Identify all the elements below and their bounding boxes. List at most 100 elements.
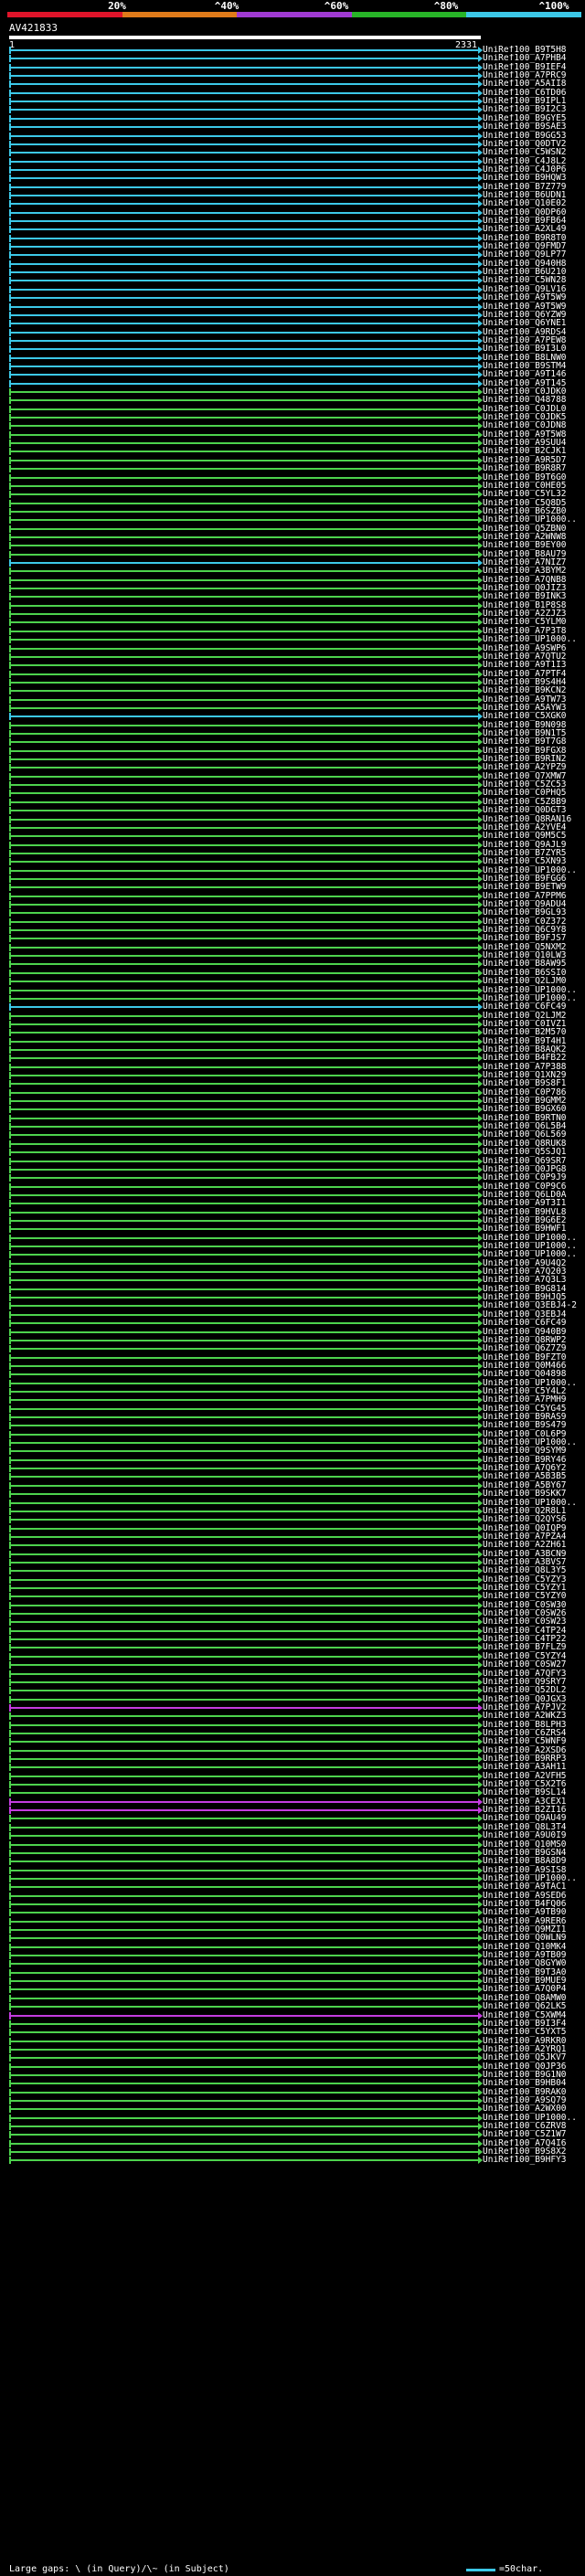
hit-label[interactable]: UniRef100_B9RIN2 [483, 755, 567, 765]
hit-row[interactable] [9, 294, 483, 303]
hit-row[interactable] [9, 601, 483, 611]
hit-row[interactable] [9, 1216, 483, 1226]
hit-label[interactable]: UniRef100_C4TP22 [483, 1635, 567, 1645]
hit-row[interactable] [9, 713, 483, 722]
hit-label[interactable]: UniRef100_A7Q3L3 [483, 1276, 567, 1286]
hit-label[interactable]: UniRef100_A7PRC9 [483, 71, 567, 81]
hit-row[interactable] [9, 1268, 483, 1277]
hit-label[interactable]: UniRef100_Q9MZI1 [483, 1925, 567, 1935]
hit-label[interactable]: UniRef100_B8AW95 [483, 959, 567, 970]
hit-row[interactable] [9, 430, 483, 440]
hit-row[interactable] [9, 2105, 483, 2115]
hit-label[interactable]: UniRef100_A2ZH61 [483, 1541, 567, 1551]
hit-label[interactable]: UniRef100_A7QTU2 [483, 652, 567, 662]
hit-label[interactable]: UniRef100_B2M570 [483, 1028, 567, 1038]
hit-label[interactable]: UniRef100_B9G6E2 [483, 1215, 567, 1225]
hit-row[interactable] [9, 576, 483, 586]
hit-row[interactable] [9, 2097, 483, 2106]
hit-label[interactable]: UniRef100_B9S8X2 [483, 2147, 567, 2157]
hit-label[interactable]: UniRef100_Q6C9Y8 [483, 926, 567, 936]
hit-row[interactable] [9, 756, 483, 765]
hit-row[interactable] [9, 2062, 483, 2072]
hit-label[interactable]: UniRef100_B8LPH3 [483, 1720, 567, 1730]
hit-label[interactable]: UniRef100_B9GX60 [483, 1105, 567, 1115]
hit-row[interactable] [9, 721, 483, 731]
hit-row[interactable] [9, 1328, 483, 1338]
hit-label[interactable]: UniRef100_B6U210 [483, 268, 567, 278]
hit-row[interactable] [9, 960, 483, 970]
hit-label[interactable]: UniRef100_C6ZRV8 [483, 2122, 567, 2132]
hit-label[interactable]: UniRef100_B7FLZ9 [483, 1643, 567, 1653]
hit-label[interactable]: UniRef100_Q0JIZ3 [483, 584, 567, 594]
hit-label[interactable]: UniRef100_A3BCN9 [483, 1549, 567, 1559]
hit-row[interactable] [9, 1883, 483, 1892]
hit-row[interactable] [9, 1900, 483, 1910]
hit-row[interactable] [9, 1943, 483, 1953]
hit-row[interactable] [9, 499, 483, 509]
hit-row[interactable] [9, 183, 483, 193]
hit-row[interactable] [9, 1422, 483, 1431]
hit-label[interactable]: UniRef100_UP1000.. [483, 1498, 577, 1508]
hit-label[interactable]: UniRef100_B9SKK7 [483, 1489, 567, 1500]
hit-label[interactable]: UniRef100_A9T3I1 [483, 1199, 567, 1209]
hit-row[interactable] [9, 1200, 483, 1209]
hit-row[interactable] [9, 311, 483, 321]
hit-label[interactable]: UniRef100_B9FB64 [483, 217, 567, 226]
hit-label[interactable]: UniRef100_Q2LJM0 [483, 977, 567, 987]
hit-label[interactable]: UniRef100_Q04898 [483, 1370, 567, 1380]
hit-label[interactable]: UniRef100_A9SIS8 [483, 1865, 567, 1875]
hit-label[interactable]: UniRef100_Q7XMW7 [483, 771, 567, 781]
hit-label[interactable]: UniRef100_B9RAK0 [483, 2087, 567, 2097]
hit-label[interactable]: UniRef100_A9SWP6 [483, 643, 567, 653]
hit-row[interactable] [9, 994, 483, 1004]
hit-label[interactable]: UniRef100_Q9SRY7 [483, 1677, 567, 1687]
hit-row[interactable] [9, 507, 483, 517]
hit-label[interactable]: UniRef100_B9HB04 [483, 2079, 567, 2089]
hit-label[interactable]: UniRef100_B9RRP3 [483, 1754, 567, 1764]
hit-row[interactable] [9, 1371, 483, 1380]
hit-row[interactable] [9, 1310, 483, 1320]
hit-row[interactable] [9, 823, 483, 833]
hit-row[interactable] [9, 790, 483, 799]
hit-row[interactable] [9, 217, 483, 227]
hit-label[interactable]: UniRef100_A9RKR0 [483, 2036, 567, 2046]
hit-row[interactable] [9, 1550, 483, 1560]
hit-label[interactable]: UniRef100_B9G814 [483, 1284, 567, 1294]
hit-row[interactable] [9, 1866, 483, 1876]
hit-label[interactable]: UniRef100_C0HE05 [483, 481, 567, 491]
hit-label[interactable]: UniRef100_B8AU79 [483, 549, 567, 559]
hit-label[interactable]: UniRef100_C0SW23 [483, 1617, 567, 1627]
hit-row[interactable] [9, 695, 483, 705]
hit-row[interactable] [9, 55, 483, 64]
hit-label[interactable]: UniRef100_UP1000.. [483, 1873, 577, 1883]
hit-label[interactable]: UniRef100_Q52DL2 [483, 1686, 567, 1696]
hit-label[interactable]: UniRef100_C0JDK5 [483, 413, 567, 423]
hit-row[interactable] [9, 2157, 483, 2166]
hit-label[interactable]: UniRef100_C0JDL0 [483, 404, 567, 414]
hit-label[interactable]: UniRef100_B9FJS7 [483, 934, 567, 944]
hit-row[interactable] [9, 636, 483, 645]
hit-label[interactable]: UniRef100_Q0DP60 [483, 207, 567, 217]
hit-label[interactable]: UniRef100_A9SED6 [483, 1891, 567, 1901]
hit-row[interactable] [9, 1986, 483, 1995]
hit-row[interactable] [9, 371, 483, 380]
hit-row[interactable] [9, 1208, 483, 1218]
hit-row[interactable] [9, 1832, 483, 1841]
hit-label[interactable]: UniRef100_C5YZY4 [483, 1651, 567, 1661]
hit-label[interactable]: UniRef100_A3AH11 [483, 1763, 567, 1773]
hit-row[interactable] [9, 1917, 483, 1927]
hit-label[interactable]: UniRef100_C5XWM4 [483, 2010, 567, 2020]
hit-row[interactable] [9, 678, 483, 688]
hit-label[interactable]: UniRef100_B9T4H1 [483, 1036, 567, 1046]
hit-row[interactable] [9, 277, 483, 286]
hit-label[interactable]: UniRef100_Q9LV16 [483, 284, 567, 294]
hit-label[interactable]: UniRef100_Q10LW3 [483, 951, 567, 961]
hit-row[interactable] [9, 2071, 483, 2081]
hit-row[interactable] [9, 1430, 483, 1440]
hit-label[interactable]: UniRef100_UP1000.. [483, 1438, 577, 1448]
hit-label[interactable]: UniRef100_UP1000.. [483, 1233, 577, 1243]
hit-row[interactable] [9, 191, 483, 201]
hit-row[interactable] [9, 969, 483, 979]
hit-label[interactable]: UniRef100_Q0M466 [483, 1361, 567, 1371]
hit-label[interactable]: UniRef100_C0JDK0 [483, 387, 567, 397]
